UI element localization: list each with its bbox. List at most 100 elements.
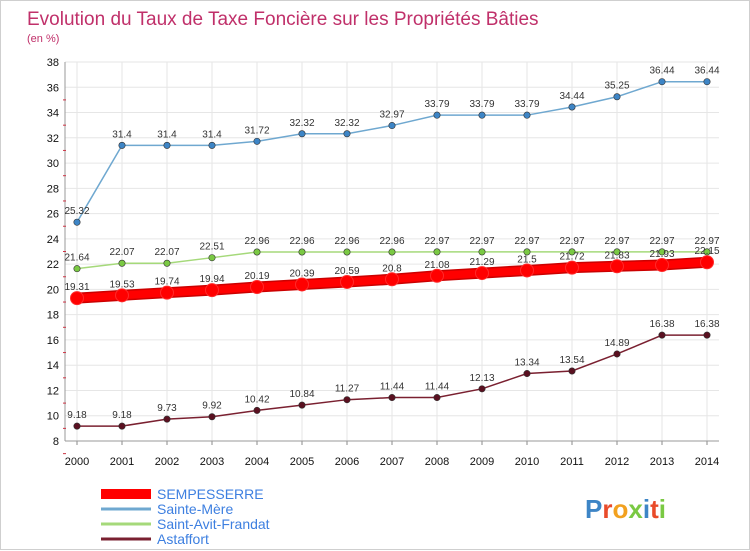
x-tick-label: 2011	[560, 456, 584, 468]
data-point	[520, 263, 534, 278]
y-tick-label: 38	[47, 57, 59, 69]
x-tick-label: 2004	[245, 456, 269, 468]
data-point	[208, 413, 216, 421]
legend-swatch	[101, 507, 151, 511]
data-point	[73, 265, 81, 273]
data-label: 22.96	[379, 236, 404, 247]
data-point	[163, 141, 171, 149]
data-label: 22.96	[244, 236, 269, 247]
data-label: 9.18	[67, 410, 87, 421]
legend-item: Saint-Avit-Frandat	[101, 516, 270, 532]
y-tick-label: 30	[47, 158, 59, 170]
data-label: 19.74	[154, 277, 179, 288]
x-tick-label: 2001	[110, 456, 134, 468]
data-label: 22.07	[154, 247, 179, 258]
data-point	[295, 277, 309, 292]
data-label: 10.84	[289, 389, 314, 400]
data-label: 22.07	[109, 247, 134, 258]
data-label: 33.79	[424, 99, 449, 110]
data-point	[163, 259, 171, 267]
data-point	[388, 248, 396, 256]
proxiti-logo: Proxiti	[585, 494, 666, 524]
data-label: 21.83	[604, 250, 629, 261]
y-tick-label: 28	[47, 183, 59, 195]
data-point	[568, 248, 576, 256]
x-tick-label: 2005	[290, 456, 314, 468]
data-label: 14.89	[604, 338, 629, 349]
data-point	[343, 396, 351, 404]
x-tick-label: 2009	[470, 456, 494, 468]
data-label: 22.97	[694, 236, 719, 247]
data-label: 9.18	[112, 410, 132, 421]
data-label: 19.94	[199, 274, 224, 285]
data-label: 11.27	[335, 384, 360, 395]
data-point	[118, 141, 126, 149]
data-label: 22.97	[424, 236, 449, 247]
data-point	[385, 272, 399, 287]
data-label: 34.44	[559, 91, 584, 102]
y-tick-label: 36	[47, 82, 59, 94]
x-tick-label: 2008	[425, 456, 449, 468]
data-point	[523, 248, 531, 256]
logo-text: Proxiti	[585, 494, 666, 524]
x-tick-label: 2014	[695, 456, 719, 468]
legend-swatch	[101, 522, 151, 526]
legend-label: SEMPESSERRE	[157, 486, 264, 502]
legend: SEMPESSERRESainte-MèreSaint-Avit-Frandat…	[101, 486, 270, 547]
data-label: 32.32	[334, 118, 359, 129]
data-label: 25.32	[64, 206, 89, 217]
legend-item: SEMPESSERRE	[101, 486, 264, 502]
y-axis-unit-label: (en %)	[27, 33, 59, 45]
data-label: 22.96	[289, 236, 314, 247]
data-label: 31.4	[202, 129, 222, 140]
data-label: 33.79	[514, 99, 539, 110]
data-labels: 25.32 31.4 31.4 31.4 31.72 32.32 32.32 32.97 33.…	[64, 66, 719, 421]
data-label: 20.39	[289, 268, 314, 279]
data-label: 22.96	[334, 236, 359, 247]
data-point	[703, 248, 711, 256]
data-point	[343, 248, 351, 256]
data-label: 16.38	[649, 319, 674, 330]
y-tick-label: 8	[53, 436, 59, 448]
data-label: 20.8	[382, 263, 402, 274]
data-label: 31.72	[244, 125, 269, 136]
data-label: 31.4	[157, 129, 177, 140]
data-label: 22.51	[199, 242, 224, 253]
series-astaffort	[73, 331, 711, 430]
data-point	[298, 401, 306, 409]
data-point	[478, 385, 486, 393]
data-point	[73, 218, 81, 226]
data-label: 32.97	[379, 110, 404, 121]
y-tick-label: 34	[47, 108, 59, 120]
legend-item: Sainte-Mère	[101, 501, 233, 517]
data-label: 22.15	[694, 246, 719, 257]
data-label: 10.42	[244, 394, 269, 405]
data-point	[118, 422, 126, 430]
data-label: 11.44	[425, 382, 450, 393]
data-label: 20.19	[244, 271, 269, 282]
data-point	[478, 111, 486, 119]
legend-label: Saint-Avit-Frandat	[157, 516, 270, 532]
data-point	[433, 111, 441, 119]
data-label: 21.5	[517, 254, 537, 265]
y-tick-label: 32	[47, 133, 59, 145]
legend-label: Sainte-Mère	[157, 501, 233, 517]
data-point	[433, 394, 441, 402]
data-point	[298, 248, 306, 256]
data-label: 22.97	[559, 236, 584, 247]
data-point	[703, 78, 711, 86]
data-point	[703, 331, 711, 339]
data-point	[388, 394, 396, 402]
y-tick-label: 22	[47, 259, 59, 271]
data-label: 20.59	[334, 266, 359, 277]
data-label: 12.13	[469, 373, 494, 384]
legend-swatch	[101, 537, 151, 541]
y-tick-label: 18	[47, 310, 59, 322]
data-point	[613, 350, 621, 358]
legend-item: Astaffort	[101, 531, 209, 547]
data-point	[568, 367, 576, 375]
legend-label: Astaffort	[157, 531, 209, 547]
y-tick-label: 20	[47, 284, 59, 296]
